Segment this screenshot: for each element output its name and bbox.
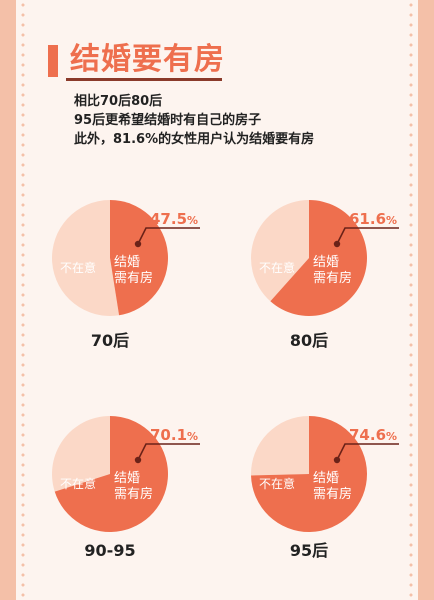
pie-chart-title: 95后 (290, 541, 328, 560)
pie-highlight-label-line: 结婚 (114, 471, 140, 486)
pie-highlight-label-line: 结婚 (313, 255, 339, 270)
pie-highlight-label-line: 结婚 (114, 255, 140, 270)
pointer-line (137, 443, 200, 461)
pointer-line (336, 443, 399, 461)
pie-other-label: 不在意 (259, 476, 295, 491)
page-title: 结婚要有房 (70, 42, 225, 77)
pie-value-label: 70.1% (150, 426, 198, 444)
pie-slice-highlight (54, 416, 168, 532)
pie-value-unit: % (386, 214, 397, 227)
pie-slice-other (51, 416, 110, 492)
pie-value-label: 61.6% (349, 210, 397, 228)
pie-highlight-label-line: 结婚 (313, 471, 339, 486)
pie-chart-title: 90-95 (84, 541, 135, 560)
pie-highlight-label-line: 需有房 (313, 270, 352, 286)
pie-slice-other (250, 200, 309, 302)
dotted-border-right (408, 0, 414, 600)
pie-chart-title: 80后 (290, 331, 328, 350)
pie-slice-highlight (110, 200, 168, 316)
pie-value-number: 74.6 (349, 426, 386, 444)
pointer-line (137, 227, 200, 245)
pointer-line (336, 227, 399, 245)
pie-chart-title: 70后 (91, 331, 129, 350)
title-accent-bar (48, 45, 58, 77)
pie-value-label: 74.6% (349, 426, 397, 444)
pie-highlight-label-line: 需有房 (114, 270, 153, 286)
pie-value-label: 47.5% (150, 210, 198, 228)
pie-slice-other (51, 200, 120, 317)
pie-slice-highlight (270, 200, 367, 317)
subtitle: 相比70后80后 95后更希望结婚时有自己的房子 此外，81.6%的女性用户认为… (74, 92, 314, 149)
subtitle-line-2: 95后更希望结婚时有自己的房子 (74, 113, 262, 128)
pie-value-number: 70.1 (150, 426, 187, 444)
dotted-border-left (20, 0, 26, 600)
pie-slice-other (250, 416, 309, 476)
subtitle-line-1: 相比70后80后 (74, 94, 163, 109)
pie-slice-highlight (251, 416, 367, 532)
pie-other-label: 不在意 (259, 260, 295, 275)
pie-highlight-label-line: 需有房 (114, 486, 153, 502)
pie-value-unit: % (187, 430, 198, 443)
pie-value-number: 47.5 (150, 210, 187, 228)
pie-other-label: 不在意 (60, 476, 96, 491)
subtitle-line-3: 此外，81.6%的女性用户认为结婚要有房 (74, 132, 315, 147)
title-underline (66, 78, 222, 81)
pie-highlight-label-line: 需有房 (313, 486, 352, 502)
pie-value-unit: % (187, 214, 198, 227)
pie-value-number: 61.6 (349, 210, 386, 228)
pie-other-label: 不在意 (60, 260, 96, 275)
pie-value-unit: % (386, 430, 397, 443)
